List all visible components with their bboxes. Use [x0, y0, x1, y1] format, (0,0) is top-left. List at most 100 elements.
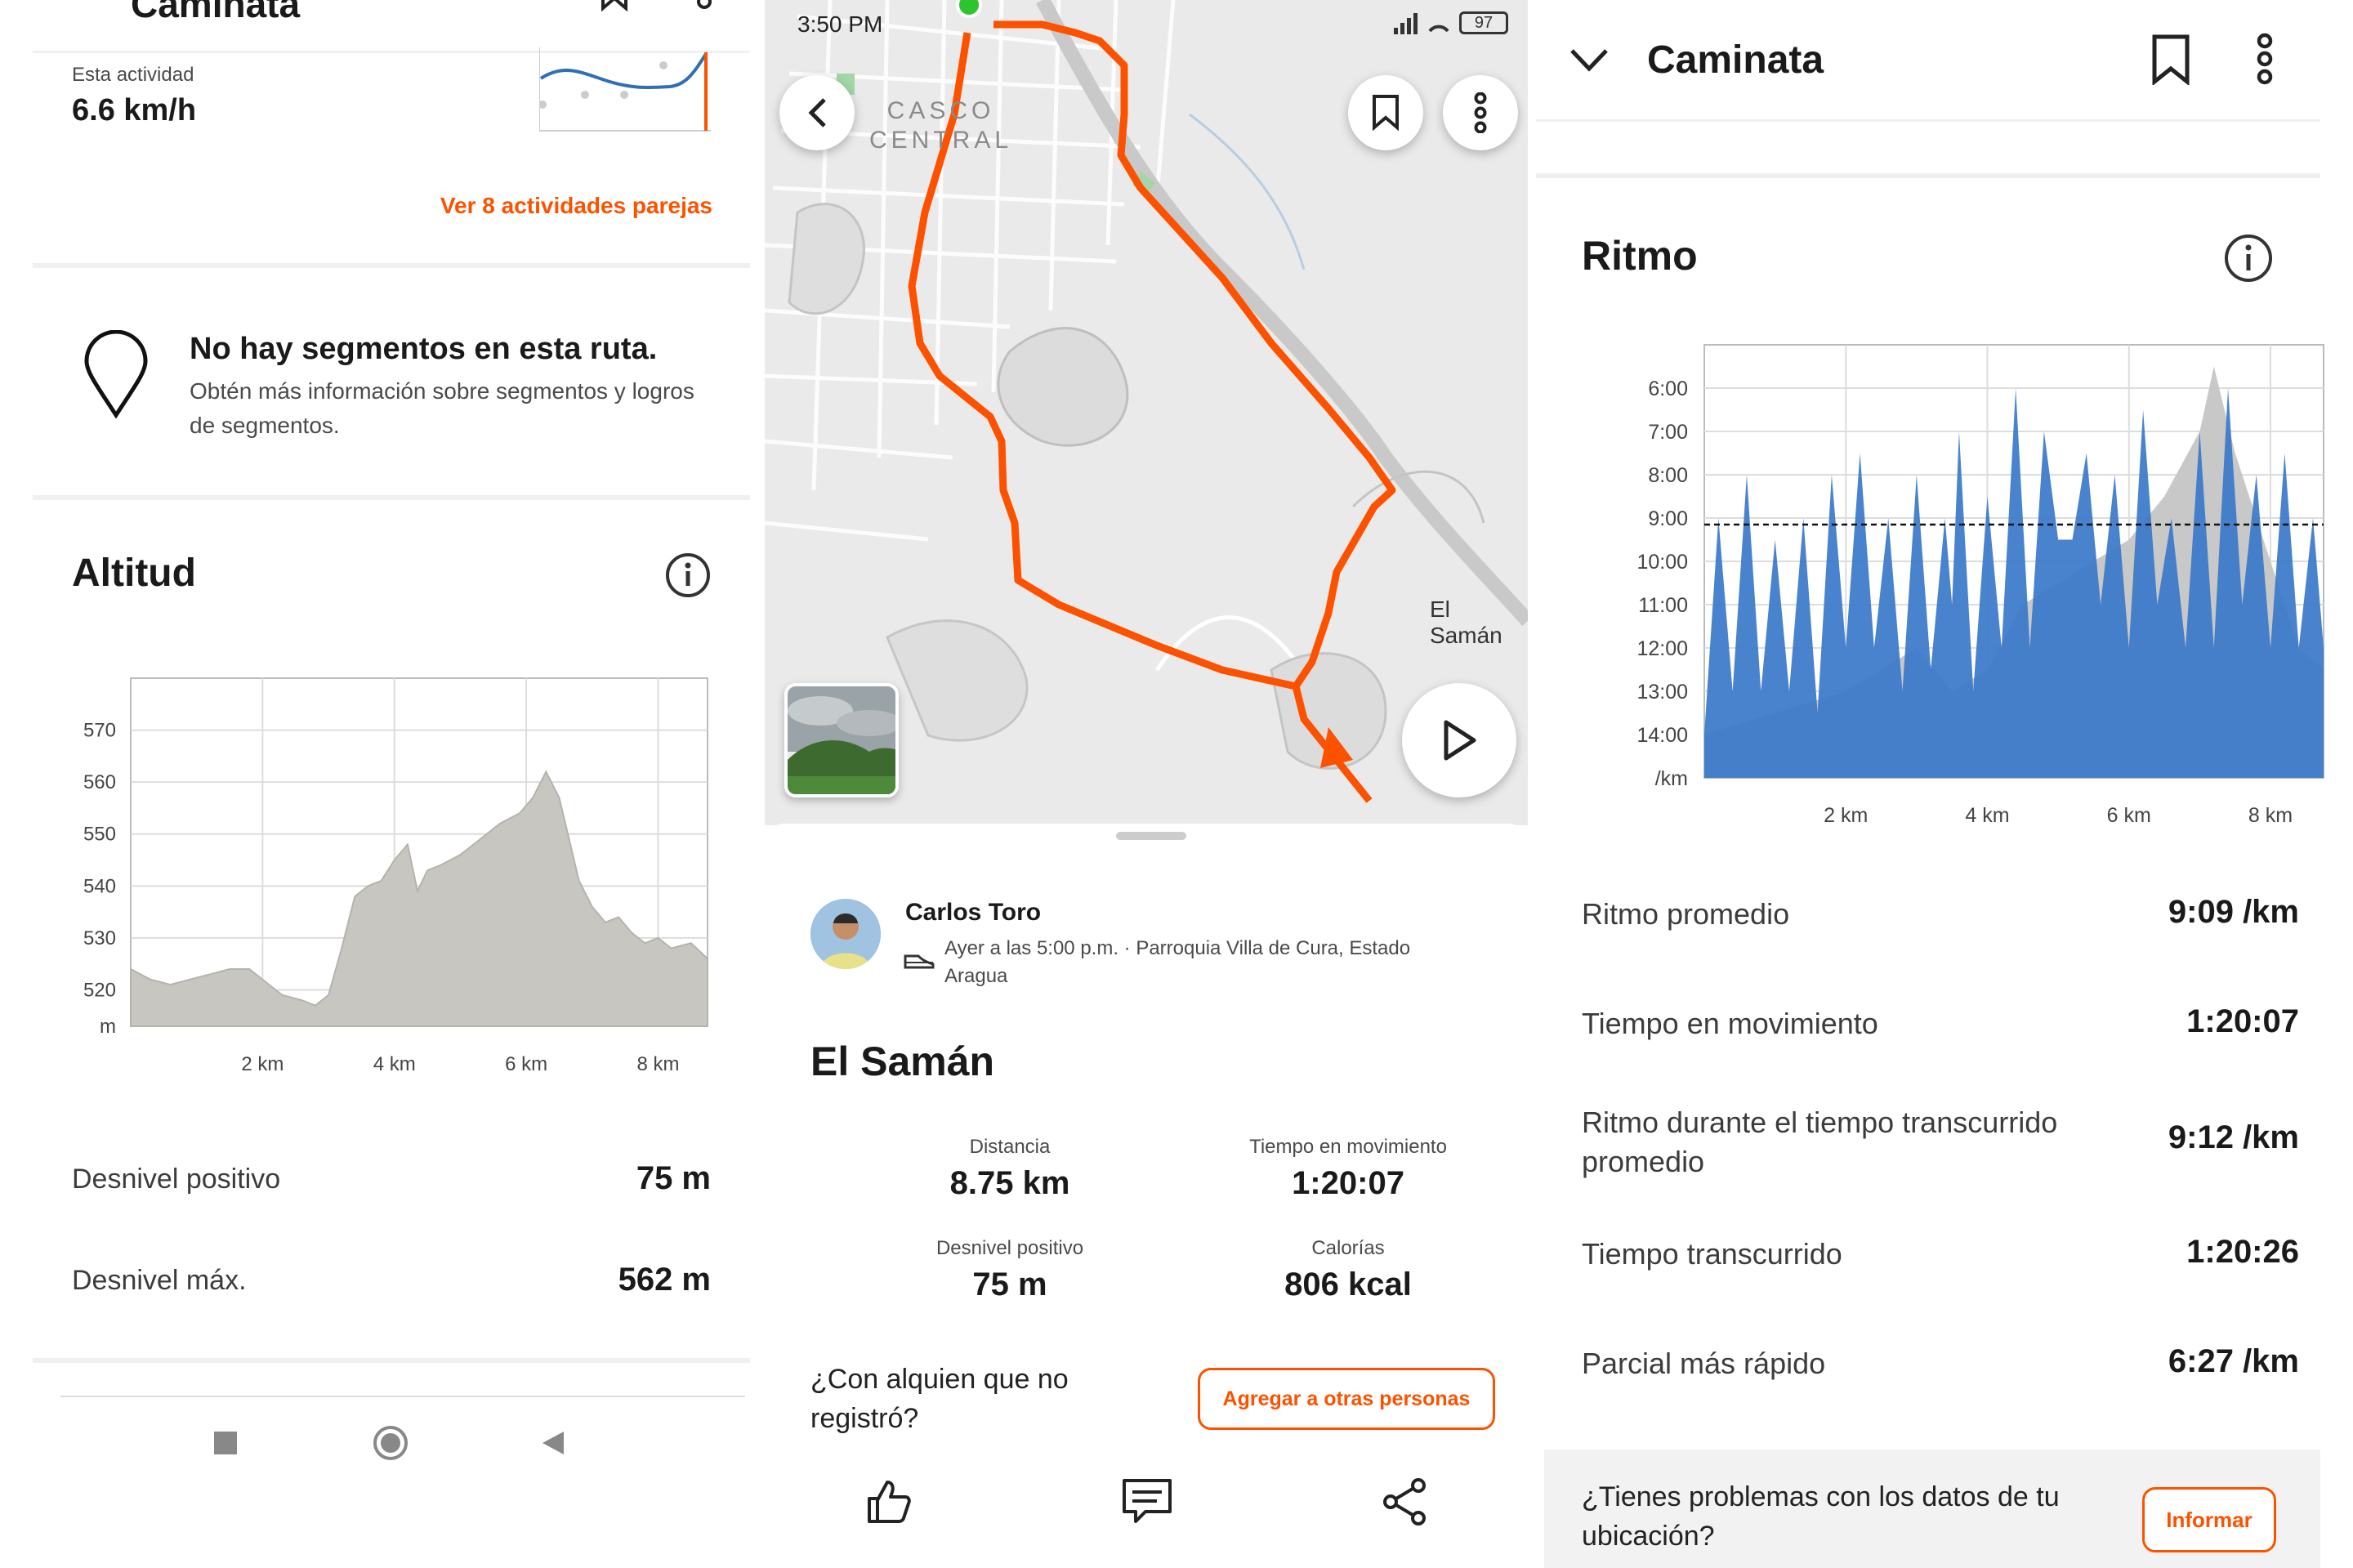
bookmark-icon: [1371, 95, 1400, 131]
play-flyover-button[interactable]: [1402, 683, 1516, 797]
report-button[interactable]: Informar: [2142, 1487, 2276, 1552]
stat-label: Distancia: [969, 1136, 1051, 1158]
y-tick-label: 550: [83, 824, 116, 846]
y-axis-unit: m: [100, 1016, 116, 1038]
stat-label: Desnivel positivo: [72, 1164, 281, 1195]
y-tick-label: 520: [83, 979, 116, 1001]
y-tick-label: 11:00: [1638, 594, 1688, 617]
x-tick-label: 8 km: [636, 1053, 679, 1075]
stat-value: 75 m: [972, 1266, 1047, 1302]
nav-recents-icon[interactable]: [212, 1430, 239, 1456]
activity-title: El Samán: [810, 1039, 995, 1084]
stat-label: Calorías: [1311, 1237, 1385, 1259]
y-tick-label: 13:00: [1636, 681, 1688, 704]
back-button[interactable]: [779, 75, 855, 150]
activity-meta: Ayer a las 5:00 p.m. · Parroquia Villa d…: [944, 937, 1411, 987]
stat-label: Ritmo durante el tiempo transcurrido pro…: [1582, 1106, 2058, 1178]
stat-value: 806 kcal: [1284, 1266, 1412, 1302]
altitude-title: Altitud: [72, 552, 196, 595]
stat-value: 1:20:07: [1292, 1165, 1404, 1201]
y-tick-label: 12:00: [1636, 637, 1688, 660]
athlete-name[interactable]: Carlos Toro: [905, 899, 1042, 926]
nav-home-icon[interactable]: [373, 1425, 409, 1461]
activity-panel: 3:50 PM 97 CASCO CENTRAL El Samán Carlos…: [765, 0, 1528, 1568]
bookmark-icon[interactable]: [600, 0, 629, 11]
stat-value: 75 m: [636, 1160, 711, 1196]
activity-photo-thumbnail[interactable]: [784, 683, 899, 797]
bookmark-button[interactable]: [1348, 75, 1423, 150]
this-activity-label: Esta actividad: [72, 64, 194, 86]
y-tick-label: 9:00: [1648, 507, 1688, 530]
stat-label: Ritmo promedio: [1582, 897, 1790, 931]
stat-label: Tiempo transcurrido: [1582, 1237, 1842, 1271]
x-tick-label: 6 km: [2107, 804, 2151, 827]
stat-label: Desnivel positivo: [935, 1237, 1084, 1259]
nav-back-icon[interactable]: [539, 1430, 565, 1456]
header-title: Caminata: [1647, 38, 1824, 82]
stat-value: 6:27 /km: [2168, 1343, 2299, 1379]
map-label-place: El Samán: [1430, 596, 1502, 648]
y-tick-label: 6:00: [1648, 377, 1688, 400]
avatar[interactable]: [810, 899, 881, 969]
y-tick-label: 560: [83, 771, 116, 793]
info-icon[interactable]: [2224, 234, 2273, 283]
speed-sparkline: [539, 47, 711, 136]
more-vertical-icon: [1472, 92, 1489, 133]
y-tick-label: 540: [83, 875, 116, 897]
stat-value: 1:20:07: [2186, 1003, 2299, 1039]
y-axis-unit: /km: [1655, 767, 1688, 790]
stat-label: Parcial más rápido: [1582, 1347, 1826, 1380]
stat-value: 9:12 /km: [2168, 1119, 2299, 1155]
sheet-handle[interactable]: [1116, 832, 1186, 840]
stat-label: Tiempo en movimiento: [1582, 1007, 1878, 1040]
y-tick-label: 7:00: [1648, 421, 1688, 444]
y-tick-label: 8:00: [1648, 464, 1688, 487]
walking-shoe-icon: [904, 951, 935, 971]
x-tick-label: 8 km: [2248, 804, 2293, 827]
more-options-button[interactable]: [1443, 75, 1518, 150]
x-tick-label: 2 km: [241, 1053, 284, 1075]
bookmark-icon[interactable]: [2150, 34, 2191, 85]
stat-label: Desnivel máx.: [72, 1265, 247, 1296]
location-pin-icon: [82, 330, 150, 418]
share-icon[interactable]: [1381, 1477, 1430, 1526]
similar-activities-link[interactable]: Ver 8 actividades parejas: [440, 193, 712, 218]
stat-value: 1:20:26: [2186, 1234, 2299, 1270]
header-title: Caminata: [131, 0, 301, 25]
stat-value: 9:09 /km: [2168, 894, 2299, 930]
more-options-icon[interactable]: [696, 0, 712, 16]
altitude-chart: 570 560 550 540 530 520 m 2 km 4 km 6 km 8 km: [16, 650, 752, 1108]
report-banner: ¿Tienes problemas con los datos de tu ub…: [1544, 1450, 2320, 1568]
this-activity-value: 6.6 km/h: [72, 93, 197, 127]
signal-icon: [1394, 13, 1451, 34]
activity-sheet: Carlos Toro Ayer a las 5:00 p.m. · Parro…: [765, 824, 1528, 1568]
stat-value: 562 m: [618, 1262, 711, 1298]
comment-icon[interactable]: [1121, 1477, 1173, 1526]
report-prompt: ¿Tienes problemas con los datos de tu ub…: [1582, 1481, 2060, 1552]
y-tick-label: 570: [83, 720, 116, 742]
pace-title: Ritmo: [1582, 233, 1698, 279]
play-icon: [1441, 719, 1477, 762]
pace-panel: Caminata Ritmo 6:00 7:00 8:00 9:00 10:00 11:0…: [1536, 0, 2353, 1568]
x-tick-label: 4 km: [373, 1053, 416, 1075]
y-tick-label: 10:00: [1636, 551, 1688, 574]
info-icon[interactable]: [665, 552, 711, 598]
x-tick-label: 4 km: [1965, 804, 2009, 827]
tag-prompt: ¿Con alquien que no registró?: [810, 1364, 1069, 1434]
stat-label: Tiempo en movimiento: [1249, 1136, 1447, 1158]
altitude-panel: Caminata Esta actividad 6.6 km/h Ver 8 a…: [0, 0, 760, 1568]
more-options-icon[interactable]: [2255, 33, 2275, 85]
y-tick-label: 14:00: [1636, 724, 1688, 747]
map-label-district: CASCO CENTRAL: [869, 97, 1013, 154]
x-tick-label: 6 km: [505, 1053, 547, 1075]
collapse-chevron-icon[interactable]: [1569, 46, 1610, 74]
pace-chart: 6:00 7:00 8:00 9:00 10:00 11:00 12:00 13:00 14:0…: [1536, 337, 2353, 843]
no-segments-description: Obtén más información sobre segmentos y …: [190, 378, 694, 438]
add-people-button[interactable]: Agregar a otras personas: [1198, 1368, 1495, 1430]
y-tick-label: 530: [83, 927, 116, 949]
kudos-thumbs-up-icon[interactable]: [864, 1477, 913, 1526]
stat-value: 8.75 km: [949, 1165, 1070, 1201]
x-tick-label: 2 km: [1824, 804, 1868, 827]
no-segments-title: No hay segmentos en esta ruta.: [190, 332, 658, 366]
pace-area: [1704, 388, 2324, 778]
